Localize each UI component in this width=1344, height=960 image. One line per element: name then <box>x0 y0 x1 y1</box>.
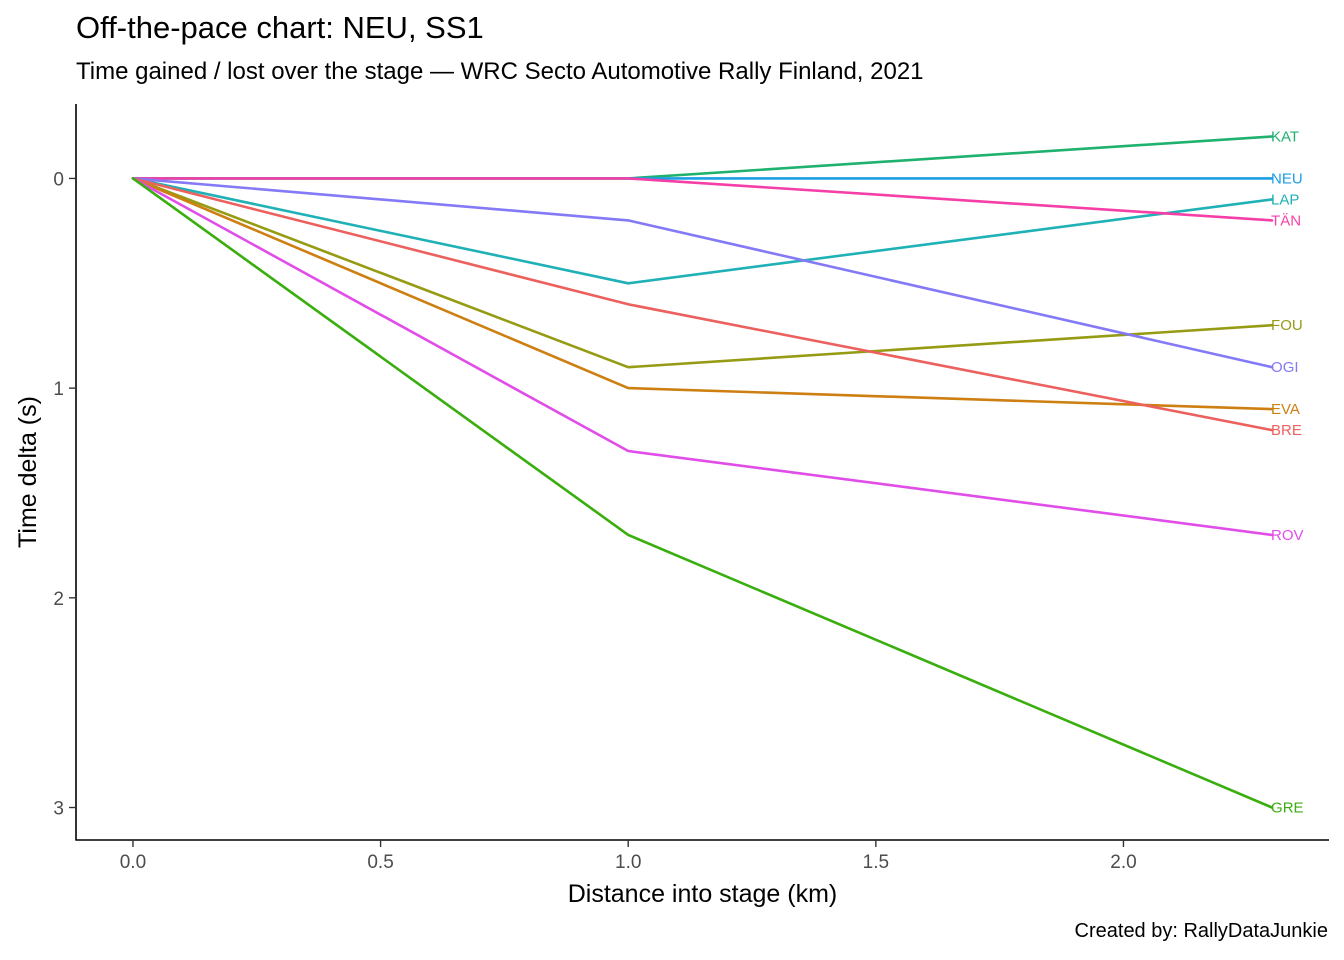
series-line-lap <box>131 177 1274 285</box>
y-tick-label: 3 <box>53 798 64 819</box>
series-line-bre <box>131 177 1274 432</box>
series-label-ogi: OGI <box>1271 359 1299 376</box>
series-line-kat <box>131 135 1274 180</box>
x-axis-title: Distance into stage (km) <box>568 880 838 908</box>
series-label-fou: FOU <box>1271 317 1303 334</box>
series-line-rov <box>131 177 1274 537</box>
y-tick-label: 2 <box>53 589 64 610</box>
series-label-lap: LAP <box>1271 191 1299 208</box>
series-label-tän: TÄN <box>1271 212 1301 229</box>
y-tick-label: 1 <box>53 379 64 400</box>
x-tick-label: 0.0 <box>120 852 146 873</box>
series-line-ogi <box>131 177 1274 369</box>
series-label-rov: ROV <box>1271 527 1304 544</box>
series-line-eva <box>131 177 1274 411</box>
series-line-gre <box>131 177 1274 809</box>
y-tick-label: 0 <box>53 169 64 190</box>
y-axis-title: Time delta (s) <box>14 396 42 548</box>
x-tick-label: 1.5 <box>863 852 889 873</box>
chart-subtitle: Time gained / lost over the stage — WRC … <box>76 58 924 85</box>
series-line-tän <box>131 177 1274 222</box>
series-label-bre: BRE <box>1271 422 1302 439</box>
series-line-fou <box>131 177 1274 369</box>
series-label-eva: EVA <box>1271 401 1300 418</box>
x-tick-label: 2.0 <box>1110 852 1136 873</box>
chart-title: Off-the-pace chart: NEU, SS1 <box>76 10 484 45</box>
series-label-kat: KAT <box>1271 129 1299 146</box>
x-tick-label: 0.5 <box>367 852 393 873</box>
series-label-gre: GRE <box>1271 799 1304 816</box>
x-tick-label: 1.0 <box>615 852 641 873</box>
chart-caption: Created by: RallyDataJunkie <box>1074 920 1328 942</box>
series-label-neu: NEU <box>1271 170 1303 187</box>
